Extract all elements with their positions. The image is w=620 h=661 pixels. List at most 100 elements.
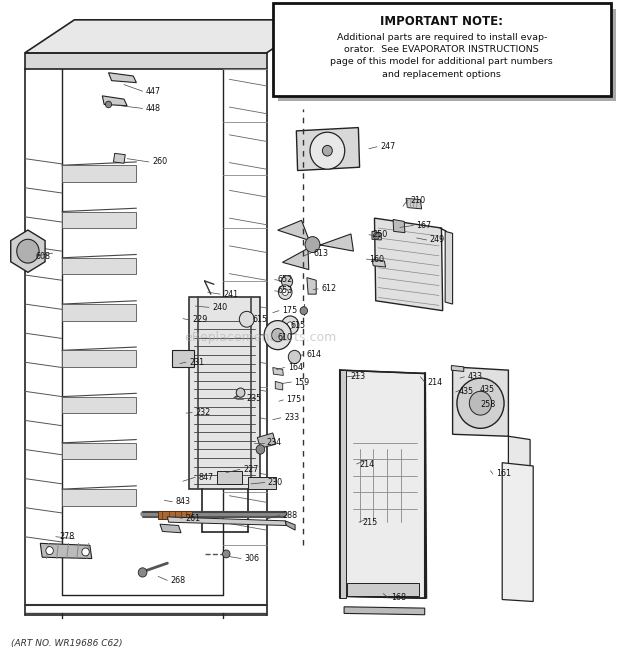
- Text: IMPORTANT NOTE:: IMPORTANT NOTE:: [380, 15, 503, 28]
- Circle shape: [322, 145, 332, 156]
- Polygon shape: [25, 53, 267, 69]
- Circle shape: [272, 329, 284, 342]
- Polygon shape: [317, 234, 353, 251]
- Circle shape: [46, 547, 53, 555]
- Text: 213: 213: [350, 372, 365, 381]
- Polygon shape: [108, 73, 136, 83]
- Text: 240: 240: [212, 303, 227, 312]
- Text: 168: 168: [391, 593, 406, 602]
- Polygon shape: [275, 381, 283, 390]
- Text: 232: 232: [195, 408, 211, 417]
- Bar: [158, 511, 192, 519]
- Polygon shape: [273, 368, 283, 375]
- Polygon shape: [283, 247, 310, 270]
- Polygon shape: [257, 433, 276, 448]
- Polygon shape: [25, 20, 316, 53]
- Bar: [62, 489, 136, 506]
- Text: 615: 615: [290, 321, 305, 330]
- Text: 652: 652: [278, 275, 293, 284]
- Polygon shape: [374, 218, 443, 311]
- Circle shape: [281, 316, 299, 334]
- Polygon shape: [508, 436, 530, 492]
- Circle shape: [457, 378, 504, 428]
- Polygon shape: [40, 543, 92, 559]
- Circle shape: [373, 233, 379, 239]
- Circle shape: [138, 568, 147, 577]
- Circle shape: [223, 550, 230, 558]
- Circle shape: [82, 548, 89, 556]
- Circle shape: [288, 350, 301, 364]
- Text: 610: 610: [278, 333, 293, 342]
- Circle shape: [239, 311, 254, 327]
- Text: 249: 249: [430, 235, 445, 245]
- Circle shape: [310, 132, 345, 169]
- Text: 258: 258: [480, 400, 496, 409]
- Bar: [278, 9, 616, 101]
- Text: 161: 161: [496, 469, 511, 479]
- Text: 653: 653: [278, 286, 293, 295]
- Text: Additional parts are required to install evap-
orator.  See EVAPORATOR INSTRUCTI: Additional parts are required to install…: [330, 33, 553, 79]
- Polygon shape: [445, 231, 453, 304]
- Circle shape: [236, 388, 245, 397]
- Bar: [248, 477, 276, 489]
- Text: 608: 608: [36, 252, 51, 261]
- Bar: [273, 3, 611, 96]
- Polygon shape: [113, 153, 125, 163]
- Bar: [62, 212, 136, 228]
- Text: 229: 229: [192, 315, 208, 325]
- Text: 435: 435: [480, 385, 495, 395]
- Text: 160: 160: [370, 254, 384, 264]
- Text: 433: 433: [467, 372, 482, 381]
- Polygon shape: [344, 607, 425, 615]
- Bar: [340, 370, 346, 598]
- Bar: [62, 258, 136, 274]
- Text: (ART NO. WR19686 C62): (ART NO. WR19686 C62): [11, 639, 123, 648]
- Bar: [62, 304, 136, 321]
- Circle shape: [287, 322, 293, 329]
- Text: 260: 260: [152, 157, 167, 167]
- Text: 241: 241: [223, 290, 238, 299]
- Polygon shape: [285, 521, 295, 530]
- Text: 843: 843: [175, 497, 190, 506]
- Text: 175: 175: [286, 395, 302, 405]
- Text: 235: 235: [246, 394, 262, 403]
- Polygon shape: [167, 517, 286, 525]
- Text: 167: 167: [417, 221, 432, 230]
- Circle shape: [300, 307, 308, 315]
- Polygon shape: [11, 230, 45, 272]
- Polygon shape: [278, 220, 312, 242]
- Bar: [62, 397, 136, 413]
- Text: 448: 448: [146, 104, 161, 113]
- Polygon shape: [102, 96, 127, 106]
- Text: 159: 159: [294, 377, 310, 387]
- Polygon shape: [406, 198, 422, 209]
- Text: 215: 215: [362, 518, 378, 527]
- Text: 278: 278: [59, 532, 74, 541]
- Polygon shape: [340, 370, 427, 598]
- Polygon shape: [393, 219, 405, 233]
- Text: 261: 261: [185, 514, 200, 523]
- Polygon shape: [372, 259, 386, 267]
- Text: 612: 612: [321, 284, 336, 293]
- Circle shape: [305, 237, 320, 253]
- Text: eReplacementParts.com: eReplacementParts.com: [184, 330, 337, 344]
- Text: 435: 435: [459, 387, 474, 397]
- Text: 268: 268: [170, 576, 185, 585]
- Bar: [189, 297, 260, 489]
- Circle shape: [282, 289, 288, 295]
- Text: 234: 234: [267, 438, 281, 447]
- Text: 214: 214: [360, 459, 374, 469]
- Bar: [62, 443, 136, 459]
- Text: 175: 175: [282, 306, 298, 315]
- Text: 247: 247: [380, 142, 396, 151]
- Circle shape: [264, 321, 291, 350]
- Circle shape: [281, 276, 293, 288]
- Circle shape: [105, 101, 112, 108]
- Bar: [217, 471, 242, 484]
- Circle shape: [278, 285, 292, 299]
- Text: 214: 214: [428, 377, 443, 387]
- Text: 233: 233: [284, 413, 299, 422]
- Bar: [172, 350, 194, 367]
- Polygon shape: [502, 463, 533, 602]
- Text: 231: 231: [189, 358, 204, 367]
